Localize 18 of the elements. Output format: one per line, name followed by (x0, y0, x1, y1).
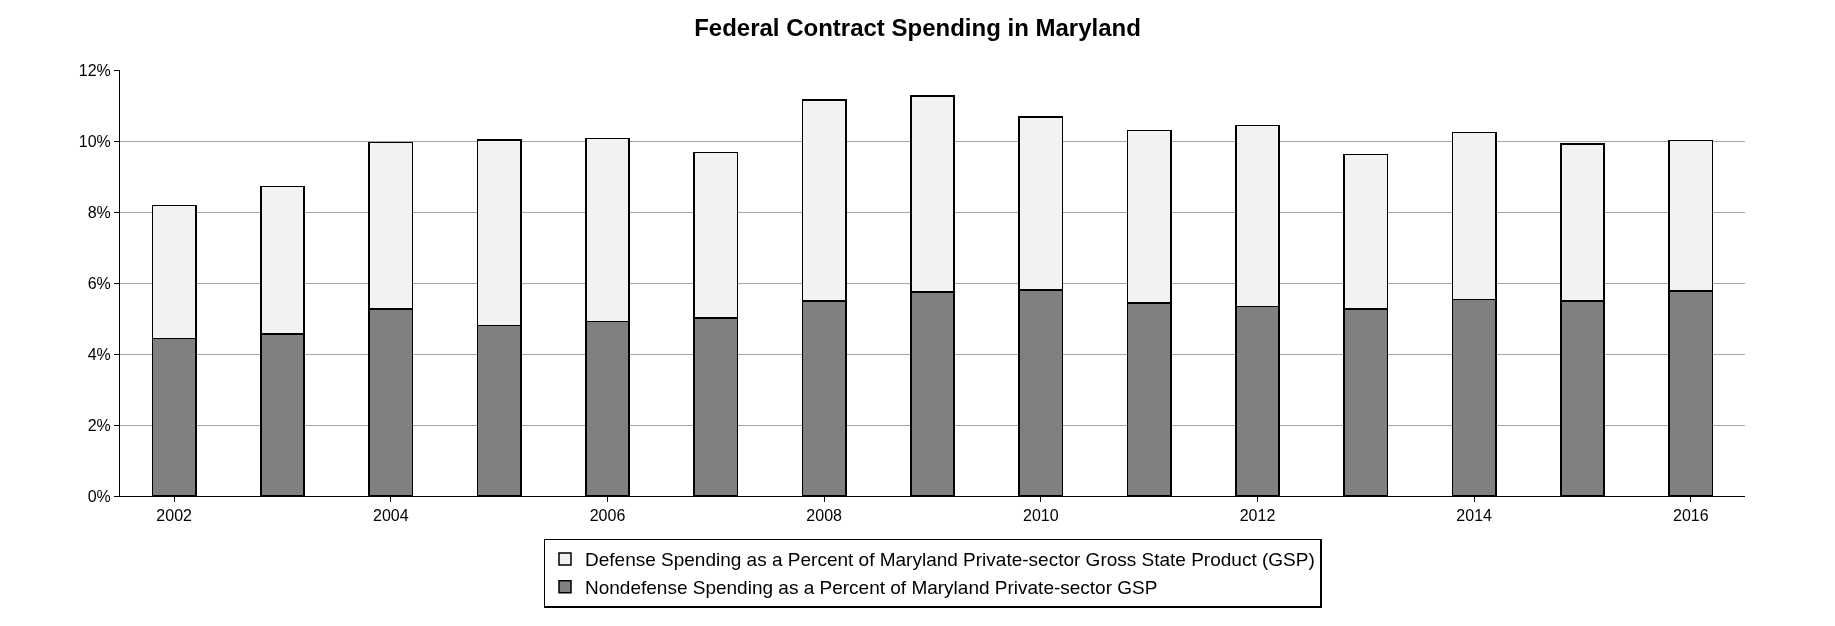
x-tick-label: 2002 (156, 507, 193, 525)
y-tick-label: 2% (87, 416, 111, 434)
legend-label: Nondefense Spending as a Percent of Maryland Private-sector GSP (585, 577, 1158, 599)
x-tick-label: 2010 (1023, 507, 1059, 525)
x-tick-label: 2014 (1456, 507, 1493, 525)
y-tick-label: 4% (87, 345, 111, 363)
chart-title: Federal Contract Spending in Maryland (694, 13, 1141, 41)
y-tick-label: 0% (87, 487, 111, 505)
y-tick-label: 8% (87, 203, 111, 221)
x-tick-label: 2012 (1239, 507, 1276, 525)
legend-label: Defense Spending as a Percent of Maryland Private-sector Gross State Product (GSP) (585, 549, 1315, 571)
x-tick-label: 2006 (589, 507, 626, 525)
x-tick-label: 2004 (373, 507, 409, 525)
x-tick-label: 2016 (1673, 507, 1709, 525)
x-tick-label: 2008 (806, 507, 843, 525)
y-tick-label: 12% (78, 61, 111, 79)
y-tick-label: 6% (87, 274, 111, 292)
y-tick-label: 10% (78, 132, 111, 150)
